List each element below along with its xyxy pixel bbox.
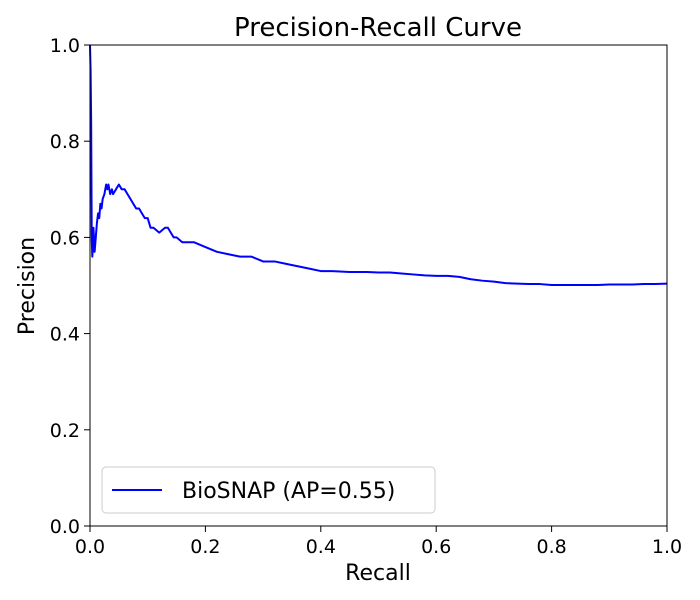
series-line-0 bbox=[89, 44, 668, 287]
y-axis-label: Precision bbox=[15, 237, 40, 335]
y-tick-label: 1.0 bbox=[50, 35, 80, 57]
y-tick-label: 0.6 bbox=[50, 227, 80, 249]
plot-frame bbox=[89, 44, 668, 527]
plot-area bbox=[89, 44, 668, 527]
legend-box bbox=[101, 466, 436, 514]
legend: BioSNAP (AP=0.55) bbox=[101, 466, 436, 514]
series-layer bbox=[89, 44, 668, 287]
y-tick-label: 0.8 bbox=[50, 131, 80, 153]
legend-label: BioSNAP (AP=0.55) bbox=[182, 479, 395, 504]
x-axis: 0.0 0.2 0.4 0.6 0.8 1.0 bbox=[75, 526, 682, 558]
y-axis: 0.0 0.2 0.4 0.6 0.8 1.0 bbox=[50, 35, 90, 538]
x-tick-label: 0.2 bbox=[190, 536, 220, 558]
chart-title: Precision-Recall Curve bbox=[234, 13, 522, 43]
x-tick-label: 1.0 bbox=[652, 536, 682, 558]
x-tick-label: 0.0 bbox=[75, 536, 105, 558]
x-axis-label: Recall bbox=[345, 561, 411, 586]
y-tick-label: 0.4 bbox=[50, 324, 80, 346]
y-tick-label: 0.2 bbox=[50, 420, 80, 442]
y-tick-label: 0.0 bbox=[50, 516, 80, 538]
x-tick-label: 0.8 bbox=[536, 536, 566, 558]
x-tick-label: 0.6 bbox=[421, 536, 451, 558]
x-tick-label: 0.4 bbox=[306, 536, 336, 558]
